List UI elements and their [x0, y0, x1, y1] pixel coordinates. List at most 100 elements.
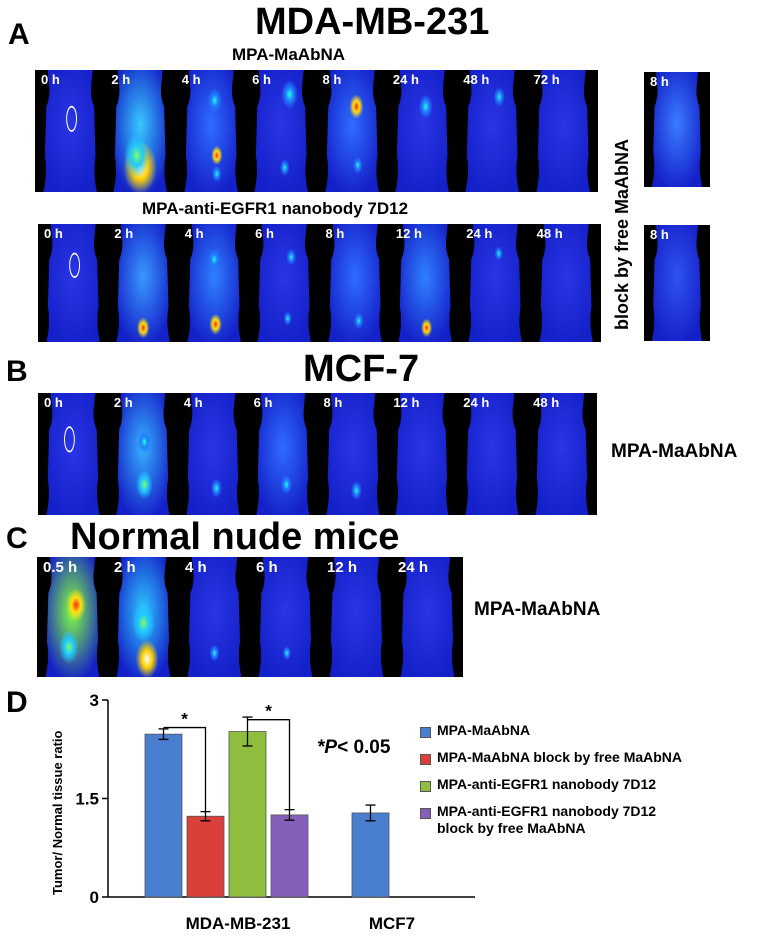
timepoint-label: 0 h [44, 395, 63, 410]
legend-swatch [420, 754, 431, 765]
mouse-image: 24 h [457, 393, 527, 515]
legend-label-line: MPA-anti-EGFR1 nanobody 7D12 [437, 803, 657, 819]
mouse-image: 72 h [528, 70, 598, 192]
significance-bracket [247, 719, 291, 811]
bar [270, 814, 309, 898]
timepoint-label: 12 h [326, 559, 357, 576]
timepoint-label: 4 h [183, 395, 203, 410]
mouse-image: 4 h [176, 70, 246, 192]
mouse-image: 12 h [387, 393, 457, 515]
timepoint-label: 12 h [393, 395, 420, 410]
y-tick-label: 3 [90, 691, 99, 710]
y-axis-label: Tumor/ Normal tissue ratio [50, 730, 65, 895]
mouse-image: 6 h [249, 224, 319, 342]
panel-b-side-label: MPA-MaAbNA [611, 441, 738, 462]
timepoint-label: 2 h [113, 395, 133, 410]
timepoint-label: 6 h [255, 226, 274, 241]
timepoint-label: 2 h [114, 226, 134, 241]
panel-letter-b: B [6, 355, 28, 388]
category-label: MDA-MB-231 [186, 914, 291, 933]
p-value-prefix: *P [317, 737, 338, 758]
mouse-image: 0 h [38, 224, 108, 342]
p-value-annotation: *P< 0.05 [317, 737, 390, 759]
timepoint-label: 6 h [253, 395, 273, 410]
panel-a-title: MDA-MB-231 [255, 1, 490, 43]
bar [351, 812, 390, 898]
legend-label: MPA-MaAbNA [437, 722, 530, 739]
p-value-suffix: < 0.05 [337, 737, 391, 758]
timepoint-label: 72 h [533, 72, 560, 87]
legend-label-line: MPA-MaAbNA block by free MaAbNA [437, 749, 683, 765]
y-tick-label: 1.5 [75, 790, 99, 809]
timepoint-label: 48 h [536, 226, 563, 241]
panel-a-row2-title: MPA-anti-EGFR1 nanobody 7D12 [142, 199, 409, 218]
timepoint-label: 48 h [463, 72, 490, 87]
panel-letter-d: D [6, 686, 28, 719]
mouse-image: 2 h [105, 70, 175, 192]
timepoint-label: 8 h [323, 395, 343, 410]
y-tick-label: 0 [90, 888, 99, 907]
significance-bracket [163, 726, 207, 813]
timepoint-label: 4 h [184, 226, 204, 241]
mouse-image: 8 h [644, 225, 710, 341]
mouse-image: 48 h [457, 70, 527, 192]
category-label: MCF7 [369, 914, 415, 933]
panel-c-side-label: MPA-MaAbNA [474, 599, 601, 620]
mouse-image: 0 h [35, 70, 105, 192]
mouse-image: 2 h [108, 393, 178, 515]
timepoint-label: 2 h [111, 72, 131, 87]
bar [186, 815, 225, 898]
mouse-image: 4 h [179, 557, 250, 677]
panel-a-row1-block-image: 8 h [644, 72, 710, 187]
timepoint-label: 24 h [398, 559, 429, 576]
mouse-image: 6 h [250, 557, 321, 677]
legend-label: MPA-anti-EGFR1 nanobody 7D12 block by fre… [437, 803, 656, 837]
mouse-image: 8 h [317, 70, 387, 192]
panel-c-title: Normal nude mice [70, 516, 400, 558]
timepoint-label: 4 h [184, 559, 207, 576]
mouse-image: 12 h [390, 224, 460, 342]
significance-star: * [181, 710, 188, 729]
timepoint-label: 8 h [325, 226, 345, 241]
legend-label: MPA-MaAbNA block by free MaAbNA [437, 749, 682, 766]
legend-swatch [420, 781, 431, 792]
timepoint-label: 4 h [181, 72, 201, 87]
timepoint-label: 12 h [395, 226, 422, 241]
mouse-image: 2 h [108, 557, 179, 677]
legend-swatch [420, 808, 431, 819]
timepoint-label: 8 h [322, 72, 342, 87]
timepoint-label: 8 h [650, 74, 669, 89]
bar [228, 731, 267, 898]
panel-a-row1-title: MPA-MaAbNA [232, 45, 346, 64]
mouse-image: 48 h [527, 393, 597, 515]
mouse-image: 24 h [460, 224, 530, 342]
timepoint-label: 8 h [650, 227, 669, 242]
significance-star: * [265, 702, 272, 721]
timepoint-label: 6 h [256, 559, 278, 576]
mouse-image: 6 h [246, 70, 316, 192]
panel-a-row1-image-strip: 0 h 2 h 4 h 6 h 8 h [35, 70, 598, 192]
timepoint-label: 48 h [533, 395, 560, 410]
panel-b-title: MCF-7 [303, 348, 420, 390]
mouse-image: 4 h [179, 224, 249, 342]
block-by-free-maabna-label: block by free MaAbNA [612, 138, 632, 330]
panel-c-image-strip: 0.5 h 2 h 4 h 6 h 12 h 24 h [37, 557, 463, 677]
mouse-image: 0 h [38, 393, 108, 515]
timepoint-label: 0 h [41, 72, 60, 87]
timepoint-label: 24 h [392, 72, 419, 87]
panel-letter-c: C [6, 522, 28, 555]
timepoint-label: 0.5 h [43, 559, 78, 576]
legend-label-line: MPA-MaAbNA [437, 722, 531, 738]
legend-label-line: block by free MaAbNA [437, 820, 586, 836]
mouse-image: 24 h [387, 70, 457, 192]
mouse-image: 24 h [392, 557, 463, 677]
legend-label-line: MPA-anti-EGFR1 nanobody 7D12 [437, 776, 657, 792]
mouse-image: 8 h [320, 224, 390, 342]
mouse-image: 8 h [644, 72, 710, 187]
legend-label: MPA-anti-EGFR1 nanobody 7D12 [437, 776, 656, 793]
timepoint-label: 2 h [113, 559, 136, 576]
legend-swatch [420, 727, 431, 738]
mouse-image: 2 h [108, 224, 178, 342]
bar [144, 733, 183, 898]
mouse-image: 0.5 h [37, 557, 108, 677]
